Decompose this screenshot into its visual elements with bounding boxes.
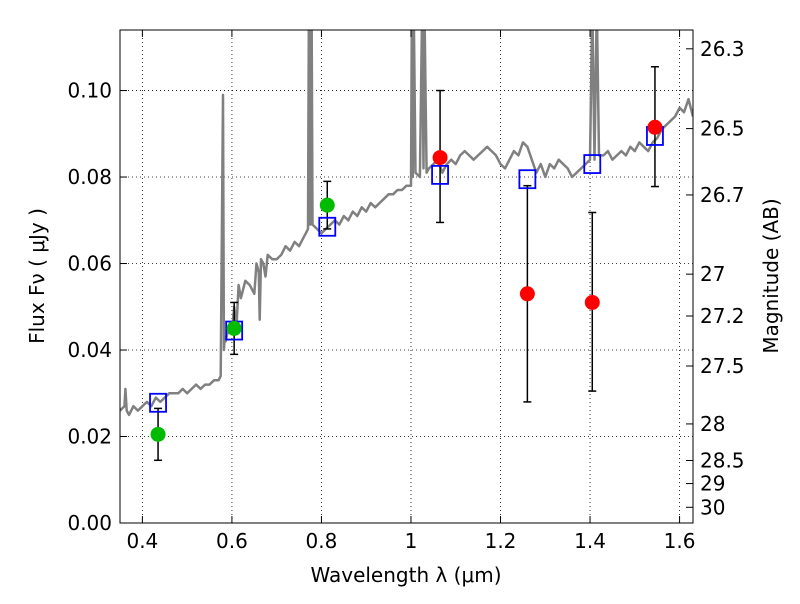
y-tick-label: 0.04 [67,338,112,362]
model-flux-square [518,169,537,190]
x-tick-label: 1.2 [485,529,517,553]
data-point [584,294,600,310]
mag-tick-label: 27.5 [700,354,745,378]
mag-tick-label: 28.5 [700,448,745,472]
data-point [647,119,663,135]
mag-tick-label: 28 [700,412,725,436]
mag-tick-label: 26.5 [700,117,745,141]
spectrum-line [120,30,693,417]
mag-tick-label: 27.2 [700,304,745,328]
x-tick-label: 1.4 [574,529,606,553]
axis-ticks: 0.4 0.6 0.8 1 1.2 1.4 1.6 0.00 0.02 0.04 0.06 0.08 0… [67,30,745,553]
model-flux-square [149,392,167,413]
y-tick-label: 0.06 [67,252,112,276]
mag-tick-label: 27 [700,262,725,286]
y-tick-label: 0.02 [67,425,112,449]
mag-tick-label: 26.7 [700,183,745,207]
mag-tick-label: 30 [700,495,725,519]
data-point [432,150,448,166]
model-flux-square [318,216,337,237]
x-tick-label: 1 [405,529,418,553]
plot-area [120,30,693,462]
data-point [319,197,335,213]
y-tick-label: 0.10 [67,79,112,103]
model-flux-square [583,154,602,174]
model-flux-square [431,164,449,185]
data-point [226,320,242,336]
y2-axis-label: Magnitude (AB) [759,198,783,353]
x-tick-label: 0.8 [306,529,338,553]
data-point [150,426,166,442]
x-tick-label: 0.4 [126,529,158,553]
mag-tick-label: 29 [700,472,725,496]
mag-tick-label: 26.3 [700,37,745,61]
x-tick-label: 0.6 [216,529,248,553]
y-tick-label: 0.08 [67,165,112,189]
x-tick-label: 1.6 [664,529,696,553]
data-point [519,286,535,302]
plot-frame [119,29,694,524]
y-axis-label: Flux Fν ( μJy ) [25,208,49,344]
y-tick-label: 0.00 [67,511,112,535]
x-axis-label: Wavelength λ (μm) [310,563,501,587]
